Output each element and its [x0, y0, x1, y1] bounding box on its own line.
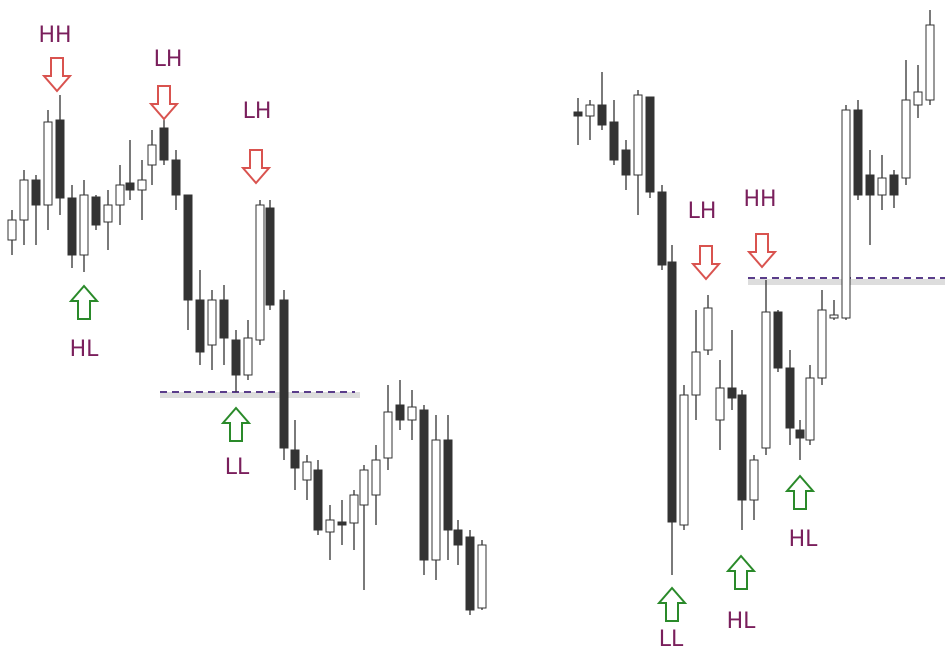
candle-body: [147, 144, 157, 166]
label: HL: [727, 609, 757, 634]
candle-body: [195, 299, 205, 353]
candle-body: [19, 179, 29, 221]
candle-body: [913, 91, 923, 106]
candle-body: [761, 311, 771, 449]
up-arrow: [725, 554, 757, 590]
candle-body: [290, 449, 300, 469]
candle-body: [609, 121, 619, 161]
candle-body: [621, 149, 631, 176]
label: HL: [70, 337, 100, 362]
candle-body: [901, 99, 911, 179]
candle-body: [255, 204, 265, 341]
candle-body: [597, 104, 607, 126]
candle-body: [573, 111, 583, 117]
arrows: [41, 57, 816, 622]
candle-body: [207, 299, 217, 346]
candle-body: [889, 174, 899, 196]
down-arrow: [690, 245, 722, 281]
candle-body: [337, 521, 347, 526]
candle-body: [453, 529, 463, 546]
candle-body: [853, 109, 863, 196]
candle-body: [171, 159, 181, 196]
candle-body: [877, 177, 887, 196]
down-arrow: [240, 149, 272, 185]
candle-body: [431, 439, 441, 561]
up-arrow: [784, 474, 816, 510]
candle-body: [657, 191, 667, 266]
label: LH: [243, 99, 272, 124]
up-arrow: [68, 284, 100, 320]
candle-body: [243, 337, 253, 376]
candle-body: [667, 261, 677, 523]
candle-body: [645, 96, 655, 193]
candle-body: [703, 307, 713, 351]
candle-body: [691, 351, 701, 396]
candle-body: [395, 404, 405, 421]
candle-body: [465, 536, 475, 611]
candle-body: [443, 439, 453, 531]
candle-body: [265, 207, 275, 306]
candle-body: [219, 299, 229, 339]
levels: [160, 277, 945, 398]
label: LL: [225, 455, 250, 480]
candle-body: [749, 459, 759, 501]
candle-body: [302, 461, 312, 481]
candle-body: [31, 179, 41, 206]
label: HH: [38, 23, 71, 48]
candle-body: [727, 387, 737, 399]
candle-body: [79, 194, 89, 256]
candle-body: [383, 411, 393, 459]
candle-body: [715, 387, 725, 421]
candle-body: [773, 311, 783, 369]
down-arrow: [148, 85, 180, 121]
up-arrow: [656, 586, 688, 622]
candle-body: [407, 406, 417, 421]
candle-body: [679, 394, 689, 526]
candle-body: [67, 197, 77, 256]
label: HH: [743, 187, 776, 212]
candle-body: [43, 121, 53, 206]
candle-body: [795, 429, 805, 439]
candle-body: [633, 94, 643, 176]
candle-body: [115, 184, 125, 206]
label: LH: [154, 47, 183, 72]
candle-body: [477, 544, 487, 609]
candle-body: [359, 469, 369, 506]
labels: HH LH LH HL LL LH HH LL HL HL: [38, 23, 818, 652]
label: HL: [789, 527, 819, 552]
up-arrow: [220, 406, 252, 442]
candle-body: [183, 194, 193, 301]
candle-body: [829, 314, 839, 319]
candle-body: [371, 459, 381, 496]
candle-body: [865, 174, 875, 196]
candle-body: [817, 309, 827, 379]
candle-body: [231, 339, 241, 376]
candle-body: [55, 119, 65, 199]
candle-body: [841, 109, 851, 319]
down-arrow: [41, 57, 73, 93]
candle-body: [419, 409, 429, 561]
candle-body: [137, 179, 147, 191]
candle-body: [279, 299, 289, 449]
candle-body: [313, 469, 323, 531]
down-arrow: [746, 233, 778, 269]
candle-body: [91, 196, 101, 226]
label: LH: [688, 199, 717, 224]
candle-body: [125, 182, 135, 191]
candle-body: [585, 104, 595, 117]
candle-body: [737, 394, 747, 501]
candle-body: [159, 127, 169, 161]
candle-body: [7, 219, 17, 241]
candle-body: [785, 367, 795, 429]
candle-body: [103, 204, 113, 223]
candle-body: [349, 494, 359, 524]
candles: [7, 10, 935, 615]
candle-body: [925, 24, 935, 101]
label: LL: [659, 627, 684, 652]
candle-body: [325, 519, 335, 533]
candle-body: [805, 377, 815, 441]
